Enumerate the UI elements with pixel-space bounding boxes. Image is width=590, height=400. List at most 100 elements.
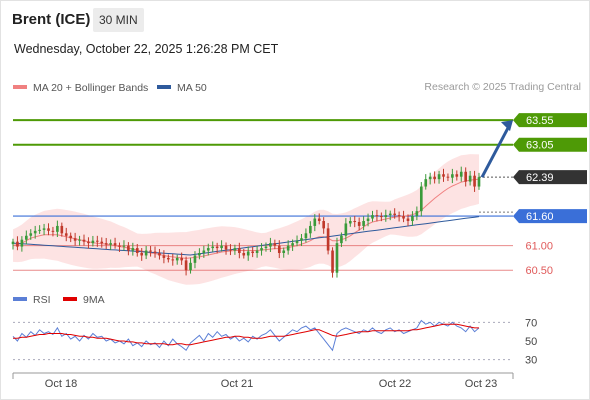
candle-body <box>158 253 161 256</box>
candle-body <box>238 248 241 253</box>
candle-body <box>353 221 357 222</box>
candle-body <box>153 251 157 253</box>
candle-body <box>264 246 268 249</box>
candle-body <box>82 239 86 242</box>
candle-body <box>91 240 95 244</box>
candle-body <box>246 251 250 256</box>
rsi-tick-0: 70 <box>525 317 537 329</box>
candle-body <box>224 245 228 250</box>
candle-body <box>424 179 428 187</box>
candle-body <box>127 245 130 251</box>
candle-body <box>402 216 405 219</box>
candle-body <box>340 235 343 244</box>
candle-body <box>415 211 419 217</box>
level-label-3: 61.60 <box>526 211 554 223</box>
candle-body <box>24 235 28 240</box>
candle-body <box>56 225 59 232</box>
candle-body <box>206 248 210 251</box>
candle-body <box>477 177 481 187</box>
candle-body <box>149 250 152 252</box>
forecast-arrow-head <box>501 120 513 132</box>
candle-body <box>348 221 352 224</box>
candle-body <box>322 221 325 229</box>
candle-body <box>11 241 15 245</box>
candle-body <box>366 218 370 221</box>
candle-body <box>184 260 188 271</box>
level-label-5: 60.50 <box>525 265 553 277</box>
rsi-tick-1: 50 <box>525 336 537 348</box>
candle-body <box>73 238 77 241</box>
candle-body <box>464 171 468 182</box>
candle-body <box>64 233 68 236</box>
candle-body <box>251 251 254 253</box>
candle-body <box>295 240 299 244</box>
candle-body <box>273 243 277 246</box>
candle-body <box>109 243 112 245</box>
candle-body <box>113 243 117 246</box>
candle-body <box>229 249 232 251</box>
candle-body <box>375 215 379 217</box>
rsi-legend-swatch-1 <box>63 297 77 301</box>
candle-body <box>33 230 37 234</box>
candle-body <box>87 241 90 244</box>
candle-body <box>468 175 472 182</box>
candle-body <box>304 233 308 239</box>
candle-body <box>51 230 55 232</box>
level-tag-3 <box>513 209 587 224</box>
candle-body <box>180 257 183 261</box>
candle-body <box>473 175 476 187</box>
candle-body <box>167 257 170 260</box>
legend-swatch-1 <box>157 85 171 89</box>
candle-body <box>193 255 197 263</box>
candle-body <box>313 218 317 226</box>
candle-body <box>118 245 121 247</box>
candle-body <box>300 238 303 241</box>
candle-body <box>20 239 24 247</box>
candle-body <box>437 174 441 180</box>
rsi-line <box>12 319 480 352</box>
candle-body <box>380 216 383 218</box>
legend-label-1: MA 50 <box>177 82 207 94</box>
rsi-tick-2: 30 <box>525 355 537 367</box>
candle-body <box>175 257 179 261</box>
candle-body <box>100 241 104 244</box>
candle-body <box>198 253 201 256</box>
candle-body <box>406 218 410 221</box>
x-tick-0: Oct 18 <box>45 378 77 390</box>
candle-body <box>122 245 126 247</box>
candle-body <box>344 223 348 236</box>
candle-body <box>397 215 401 217</box>
candle-body <box>47 228 50 231</box>
level-tag-0 <box>513 113 587 128</box>
candle-body <box>60 225 64 234</box>
candle-body <box>428 176 432 180</box>
instrument-title: Brent (ICE) <box>12 11 91 28</box>
x-tick-3: Oct 23 <box>465 378 497 390</box>
timestamp-label: Wednesday, October 22, 2025 1:26:28 PM C… <box>14 42 279 56</box>
candle-body <box>16 241 19 247</box>
rsi-legend-label-1: 9MA <box>83 294 105 306</box>
candle-body <box>131 248 135 251</box>
rsi-legend-label-0: RSI <box>33 294 51 306</box>
level-label-4: 61.00 <box>525 241 553 253</box>
candle-body <box>446 176 450 178</box>
candle-body <box>69 235 73 239</box>
candle-body <box>317 218 321 221</box>
candle-body <box>135 248 139 253</box>
candle-body <box>291 243 294 246</box>
level-tag-1 <box>513 137 587 152</box>
candle-body <box>371 215 374 219</box>
legend-swatch-0 <box>13 85 27 89</box>
timeframe-badge[interactable]: 30 MIN <box>93 8 144 32</box>
candle-body <box>388 213 392 216</box>
candle-body <box>451 174 454 178</box>
candle-body <box>393 213 396 216</box>
candle-body <box>357 221 361 226</box>
rsi-ma9-line <box>13 323 479 346</box>
candle-body <box>242 253 246 256</box>
candle-body <box>442 174 445 177</box>
legend-label-0: MA 20 + Bollinger Bands <box>33 82 148 94</box>
candle-body <box>433 176 436 180</box>
